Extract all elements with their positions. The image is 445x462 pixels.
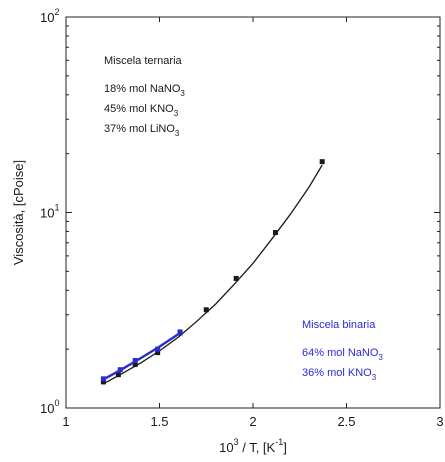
x-axis-label-exponent: 3 xyxy=(234,437,239,447)
x-axis-label-unit-exponent: -1 xyxy=(275,437,283,447)
ternary-legend-title: Miscela ternaria xyxy=(104,55,183,67)
y-tick-exponent: 1 xyxy=(54,203,59,213)
y-tick-label: 100 xyxy=(40,398,59,416)
series-1-point xyxy=(319,159,325,165)
ternary-legend-line-subscript: 3 xyxy=(180,89,185,98)
binary-legend-line-text: 64% mol NaNO xyxy=(302,347,379,359)
series-2-point xyxy=(132,357,138,363)
ternary-legend-line: 18% mol NaNO3 xyxy=(104,83,185,98)
ternary-legend-line-text: 18% mol NaNO xyxy=(104,83,181,95)
binary-legend-title: Miscela binaria xyxy=(302,319,376,331)
y-tick-label: 101 xyxy=(40,203,59,221)
x-axis-label-base: 10 xyxy=(219,440,233,455)
series-2-curve xyxy=(102,331,181,381)
x-axis-label-middle: / T, [K xyxy=(239,440,276,455)
ternary-legend-line-subscript: 3 xyxy=(174,109,179,118)
ternary-legend-line: 45% mol KNO3 xyxy=(104,103,179,118)
x-tick-label: 1 xyxy=(62,414,69,429)
series-1-point xyxy=(272,230,278,236)
series-1-point xyxy=(100,379,106,385)
series-2-point xyxy=(117,367,123,373)
x-axis-label: 103 / T, [K-1] xyxy=(219,437,287,455)
series-1-point xyxy=(115,372,121,378)
y-tick-base: 10 xyxy=(40,10,54,25)
binary-legend-line-text: 36% mol KNO xyxy=(302,367,372,379)
binary-legend-line-subscript: 3 xyxy=(372,373,377,382)
ternary-legend-line-text: 37% mol LiNO xyxy=(104,123,175,135)
series-2-point xyxy=(100,376,106,382)
series-2-point xyxy=(177,329,183,335)
y-tick-exponent: 2 xyxy=(54,7,59,17)
y-tick-label: 102 xyxy=(40,7,59,25)
x-tick-label: 2 xyxy=(249,414,256,429)
y-tick-exponent: 0 xyxy=(54,398,59,408)
x-tick-label: 3 xyxy=(436,414,443,429)
x-tick-label: 1.5 xyxy=(150,414,168,429)
series-1-point xyxy=(155,350,161,356)
binary-legend-line: 64% mol NaNO3 xyxy=(302,347,383,362)
ternary-legend-line-subscript: 3 xyxy=(175,129,180,138)
binary-legend-line-subscript: 3 xyxy=(378,353,383,362)
series-1-point xyxy=(132,361,138,367)
ternary-legend-line-text: 45% mol KNO xyxy=(104,103,174,115)
binary-legend-line: 36% mol KNO3 xyxy=(302,367,377,382)
series-1-point xyxy=(233,275,239,281)
series-1-point xyxy=(203,307,209,313)
series-1-curve xyxy=(103,164,323,385)
ternary-legend-line: 37% mol LiNO3 xyxy=(104,123,180,138)
y-axis-label: Viscosità, [cPoise] xyxy=(11,160,26,265)
series-2-point xyxy=(155,346,161,352)
x-axis-label-close: ] xyxy=(283,440,287,455)
x-tick-label: 2.5 xyxy=(337,414,355,429)
y-tick-base: 10 xyxy=(40,206,54,221)
y-tick-base: 10 xyxy=(40,401,54,416)
